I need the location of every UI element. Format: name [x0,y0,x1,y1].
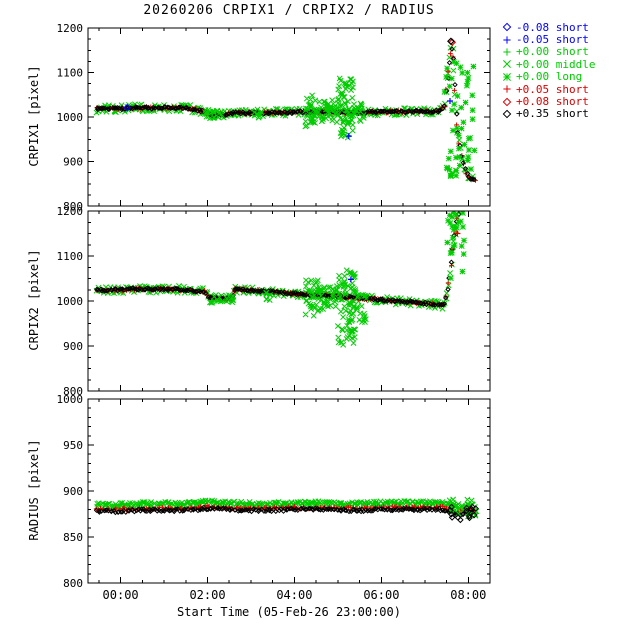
legend-diamond-icon [502,109,512,119]
legend-label: +0.08 short [516,95,589,109]
legend-label: +0.00 short [516,45,589,59]
legend-asterisk-icon [503,72,511,81]
svg-text:02:00: 02:00 [189,588,225,602]
svg-text:1100: 1100 [57,250,84,263]
legend-item: +0.08 short [500,95,595,109]
legend-label: +0.05 short [516,82,589,96]
legend-plus-icon [503,48,511,56]
legend-item: +0.00 middle [500,57,596,71]
x-axis-label: Start Time (05-Feb-26 23:00:00) [177,605,401,619]
svg-text:850: 850 [63,531,83,544]
legend: -0.08 short -0.05 short +0.00 short +0.00 m… [500,21,595,120]
svg-text:800: 800 [63,385,83,398]
svg-text:900: 900 [63,485,83,498]
svg-text:1200: 1200 [57,22,84,35]
svg-text:1000: 1000 [57,111,84,124]
svg-text:1200: 1200 [57,205,84,218]
svg-text:950: 950 [63,439,83,452]
svg-text:08:00: 08:00 [450,588,486,602]
legend-label: -0.08 short [516,20,589,34]
legend-item: -0.08 short [500,20,595,34]
svg-text:800: 800 [63,577,83,590]
legend-item: +0.35 short [500,107,595,121]
svg-text:1000: 1000 [57,393,84,406]
y-axis-label-crpix2: CRPIX2 [pixel] [27,249,41,351]
legend-diamond-icon [502,97,512,106]
legend-plus-icon [503,85,511,93]
svg-text:900: 900 [63,340,83,353]
legend-x-icon [503,60,511,69]
legend-item: +0.00 short [500,45,595,59]
svg-text:800: 800 [63,200,83,213]
legend-item: -0.05 short [500,33,595,47]
svg-text:1000: 1000 [57,295,84,308]
svg-text:1100: 1100 [57,67,84,80]
legend-plus-icon [503,35,511,44]
y-axis-label-radius: RADIUS [pixel] [27,439,41,541]
legend-label: +0.35 short [516,107,589,121]
svg-text:00:00: 00:00 [103,588,139,602]
legend-label: -0.05 short [516,33,589,47]
svg-text:06:00: 06:00 [363,588,399,602]
legend-label: +0.00 middle [516,57,596,71]
svg-text:04:00: 04:00 [276,588,312,602]
chart-title: 20260206 CRPIX1 / CRPIX2 / RADIUS [143,3,435,18]
legend-diamond-icon [502,22,512,32]
legend-item: +0.00 long [500,70,595,84]
legend-label: +0.00 long [516,70,583,84]
y-axis-label-crpix1: CRPIX1 [pixel] [27,65,41,167]
legend-item: +0.05 short [500,82,595,96]
svg-text:900: 900 [63,156,83,169]
